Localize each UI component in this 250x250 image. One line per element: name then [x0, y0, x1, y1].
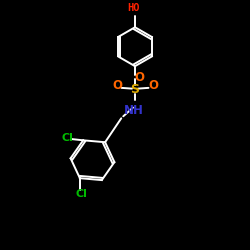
- Text: O: O: [148, 79, 158, 92]
- Text: O: O: [112, 79, 122, 92]
- Text: S: S: [130, 82, 140, 96]
- Text: Cl: Cl: [62, 133, 74, 143]
- Text: Cl: Cl: [75, 190, 87, 200]
- Text: NH: NH: [124, 104, 144, 117]
- Text: O: O: [134, 71, 144, 84]
- Text: HO: HO: [128, 3, 140, 13]
